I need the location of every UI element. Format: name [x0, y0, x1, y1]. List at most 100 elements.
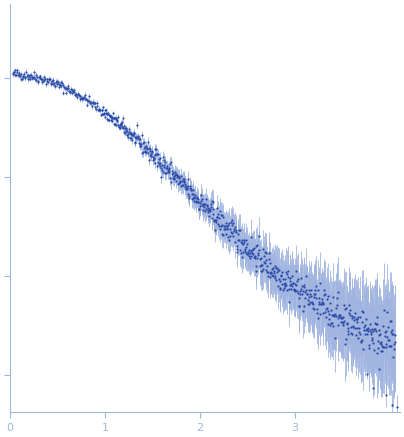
Point [34, 79, 41, 86]
Point [51, 82, 58, 89]
Point [368, 328, 374, 335]
Point [36, 74, 42, 81]
Point [109, 114, 115, 121]
Point [343, 320, 350, 327]
Point [156, 156, 162, 163]
Point [379, 347, 386, 354]
Point [59, 89, 66, 96]
Point [294, 278, 300, 285]
Point [376, 331, 382, 338]
Point [57, 79, 64, 86]
Point [211, 218, 217, 225]
Point [179, 177, 185, 184]
Point [163, 164, 169, 171]
Point [131, 130, 137, 137]
Point [80, 94, 87, 101]
Point [119, 123, 125, 130]
Point [99, 106, 106, 113]
Point [242, 248, 248, 255]
Point [135, 133, 141, 140]
Point [112, 115, 118, 122]
Point [90, 99, 97, 106]
Point [331, 312, 337, 319]
Point [280, 284, 287, 291]
Point [245, 250, 252, 257]
Point [305, 300, 311, 307]
Point [268, 268, 274, 275]
Point [100, 111, 106, 118]
Point [154, 151, 160, 158]
Point [74, 90, 81, 97]
Point [377, 340, 383, 347]
Point [50, 80, 57, 87]
Point [114, 117, 121, 124]
Point [371, 319, 378, 326]
Point [303, 291, 310, 298]
Point [141, 145, 147, 152]
Point [18, 76, 25, 83]
Point [198, 191, 204, 198]
Point [93, 106, 99, 113]
Point [246, 246, 252, 253]
Point [318, 300, 324, 307]
Point [128, 131, 135, 138]
Point [17, 72, 23, 79]
Point [252, 267, 259, 274]
Point [296, 295, 302, 302]
Point [116, 124, 122, 131]
Point [65, 83, 72, 90]
Point [105, 109, 111, 116]
Point [382, 332, 388, 339]
Point [314, 305, 320, 312]
Point [233, 227, 239, 234]
Point [167, 174, 174, 181]
Point [98, 107, 105, 114]
Point [354, 319, 361, 326]
Point [195, 195, 202, 202]
Point [361, 326, 368, 333]
Point [128, 135, 134, 142]
Point [218, 230, 225, 237]
Point [92, 100, 99, 107]
Point [215, 220, 222, 227]
Point [372, 328, 379, 335]
Point [367, 330, 374, 337]
Point [74, 94, 80, 101]
Point [337, 315, 344, 322]
Point [266, 249, 272, 256]
Point [267, 260, 273, 267]
Point [104, 111, 111, 118]
Point [124, 131, 130, 138]
Point [150, 154, 157, 161]
Point [119, 118, 126, 125]
Point [391, 340, 398, 347]
Point [340, 321, 346, 328]
Point [46, 75, 53, 82]
Point [347, 312, 354, 319]
Point [391, 345, 397, 352]
Point [296, 302, 303, 309]
Point [311, 305, 318, 312]
Point [327, 300, 334, 307]
Point [265, 256, 272, 263]
Point [382, 392, 389, 399]
Point [183, 186, 189, 193]
Point [26, 72, 33, 79]
Point [82, 95, 88, 102]
Point [106, 112, 113, 119]
Point [254, 255, 261, 262]
Point [219, 212, 225, 219]
Point [12, 71, 19, 78]
Point [276, 277, 283, 284]
Point [95, 107, 101, 114]
Point [382, 343, 389, 350]
Point [254, 241, 260, 248]
Point [11, 67, 18, 74]
Point [19, 73, 26, 80]
Point [181, 178, 187, 185]
Point [299, 307, 306, 314]
Point [154, 163, 160, 170]
Point [104, 111, 110, 118]
Point [23, 73, 30, 80]
Point [376, 366, 382, 373]
